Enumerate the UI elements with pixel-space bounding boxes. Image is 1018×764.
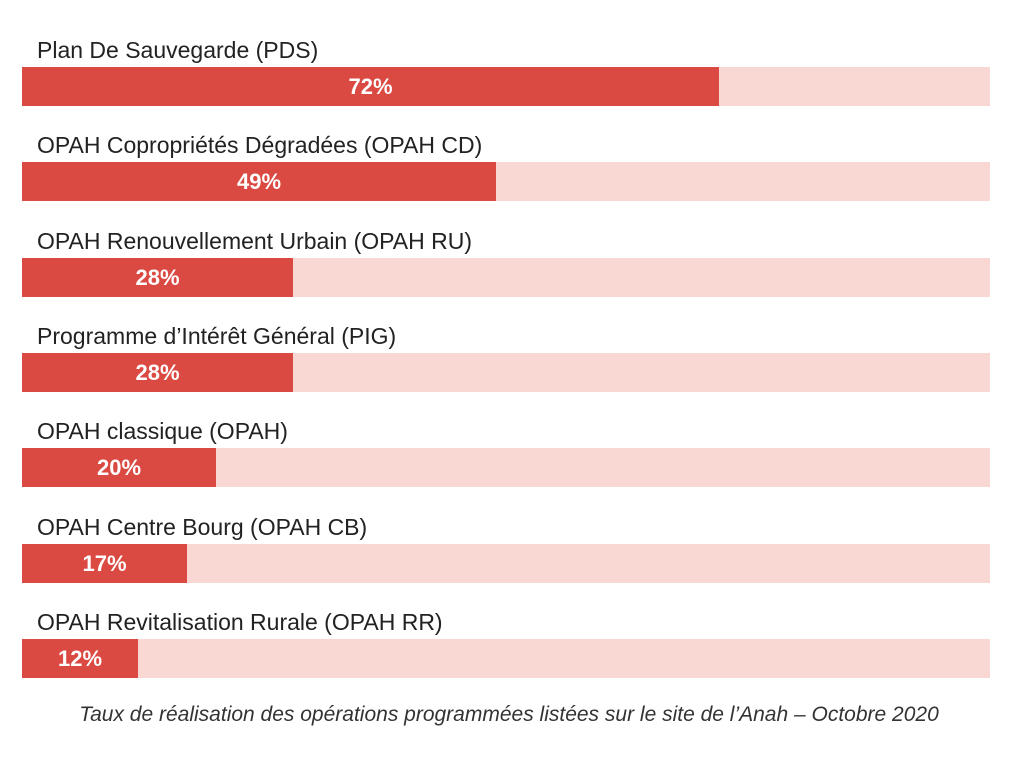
- bar-track: 12%: [22, 638, 990, 678]
- bar-row: OPAH classique (OPAH) 20%: [22, 417, 990, 512]
- bar-fill: [22, 448, 216, 488]
- category-label: OPAH Renouvellement Urbain (OPAH RU): [37, 227, 473, 254]
- bar-row: OPAH Copropriétés Dégradées (OPAH CD) 49%: [22, 131, 990, 226]
- bar-value-label: 20%: [96, 455, 142, 481]
- bar-row: Programme d’Intérêt Général (PIG) 28%: [22, 322, 990, 417]
- category-label: Plan De Sauvegarde (PDS): [37, 37, 319, 63]
- bar-fill: [22, 352, 293, 392]
- bar-value-label: 17%: [82, 550, 127, 576]
- category-label: OPAH Centre Bourg (OPAH CB): [37, 513, 368, 540]
- category-label: Programme d’Intérêt Général (PIG): [37, 322, 397, 349]
- chart-caption: Taux de réalisation des opérations progr…: [79, 703, 939, 726]
- bar-value-label: 28%: [135, 359, 180, 385]
- bar-track: 17%: [22, 543, 990, 583]
- bar-row: OPAH Renouvellement Urbain (OPAH RU) 28%: [22, 227, 990, 322]
- bar-value-label: 72%: [348, 74, 393, 99]
- bar-track: 28%: [22, 352, 990, 392]
- bar-row: OPAH Revitalisation Rurale (OPAH RR) 12%: [22, 608, 990, 703]
- category-label: OPAH Copropriétés Dégradées (OPAH CD): [37, 132, 483, 159]
- bar-row: OPAH Centre Bourg (OPAH CB) 17%: [22, 513, 990, 608]
- bar-fill: [22, 543, 187, 583]
- category-label: OPAH Revitalisation Rurale (OPAH RR): [37, 608, 443, 635]
- bar-fill: [22, 162, 496, 202]
- bar-fill: [22, 638, 138, 678]
- bar-fill: [22, 67, 719, 106]
- bar-value-label: 28%: [135, 264, 180, 290]
- bar-track: 20%: [22, 448, 990, 488]
- bar-track: 49%: [22, 162, 990, 202]
- category-label: OPAH classique (OPAH): [37, 418, 288, 445]
- bar-value-label: 49%: [236, 169, 282, 195]
- bar-value-label: 12%: [57, 645, 103, 671]
- bar-fill: [22, 257, 293, 297]
- progress-bar-chart: Plan De Sauvegarde (PDS) 72% OPAH Copropri…: [22, 36, 990, 703]
- bar-track: 28%: [22, 257, 990, 297]
- bar-row: Plan De Sauvegarde (PDS) 72%: [22, 36, 990, 131]
- bar-track: 72%: [22, 67, 990, 106]
